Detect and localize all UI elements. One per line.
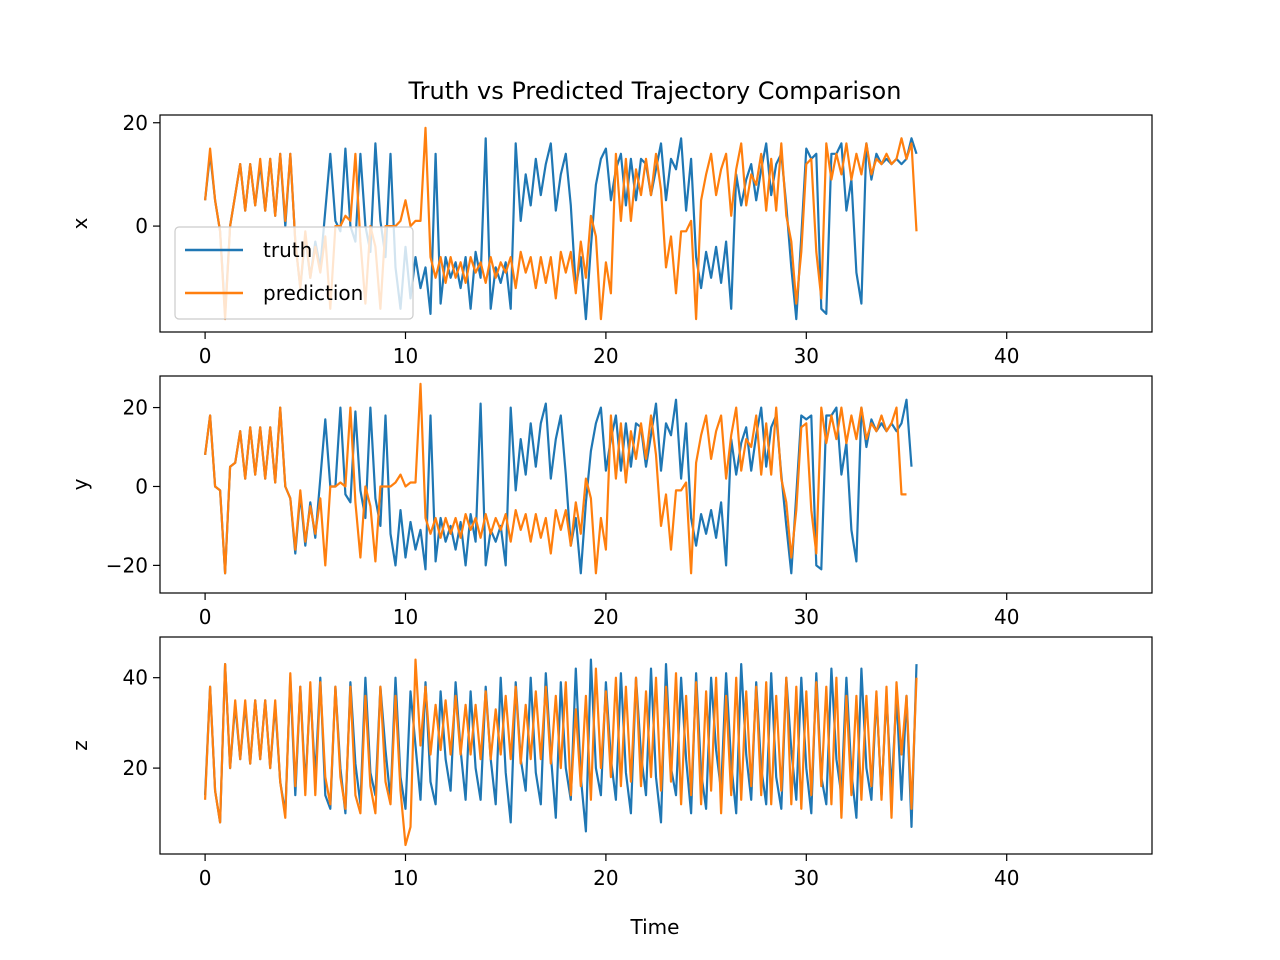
x-tick-label: 40 <box>994 344 1019 368</box>
series-group <box>204 382 913 575</box>
axes-frame <box>159 114 1153 333</box>
x-tick-label: 10 <box>393 344 418 368</box>
axes-frame <box>159 375 1153 594</box>
y-tick-label: 40 <box>123 666 148 690</box>
x-tick-label: 0 <box>199 866 212 890</box>
y-tick-label: 0 <box>135 474 148 498</box>
y-tick-label: 20 <box>123 756 148 780</box>
x-tick-label: 20 <box>593 605 618 629</box>
x-tick-label: 10 <box>393 605 418 629</box>
y-tick-label: 0 <box>135 214 148 238</box>
y-axis-label: y <box>68 478 92 490</box>
x-tick-label: 20 <box>593 344 618 368</box>
x-tick-label: 20 <box>593 866 618 890</box>
legend: truth prediction <box>174 226 414 320</box>
series-line-prediction <box>204 658 918 847</box>
x-tick-label: 30 <box>794 605 819 629</box>
y-axis-label: z <box>68 740 92 751</box>
legend-label-prediction: prediction <box>263 281 363 305</box>
y-tick-label: −20 <box>106 553 148 577</box>
y-tick-label: 20 <box>123 396 148 420</box>
y-axis-label: x <box>68 217 92 229</box>
x-tick-label: 40 <box>994 605 1019 629</box>
legend-label-truth: truth <box>263 238 312 262</box>
x-tick-label: 30 <box>794 344 819 368</box>
chart-title: Truth vs Predicted Trajectory Comparison <box>408 77 902 105</box>
x-tick-label: 30 <box>794 866 819 890</box>
x-tick-label: 10 <box>393 866 418 890</box>
subplot-y: 0 10 20 30 40 −20 0 20 y <box>68 375 1153 629</box>
subplot-z: 0 10 20 30 40 20 40 z <box>68 636 1153 890</box>
y-tick-label: 20 <box>123 111 148 135</box>
x-tick-label: 0 <box>199 344 212 368</box>
axes-frame <box>159 636 1153 855</box>
x-axis-label: Time <box>630 915 680 939</box>
series-line-prediction <box>204 382 907 575</box>
x-tick-label: 40 <box>994 866 1019 890</box>
series-group <box>204 658 918 847</box>
x-tick-label: 0 <box>199 605 212 629</box>
subplots: 0 10 20 30 40 0 20 x 0 10 20 30 40 −20 0 20 y 0 10 20 30 40 20… <box>68 111 1153 890</box>
